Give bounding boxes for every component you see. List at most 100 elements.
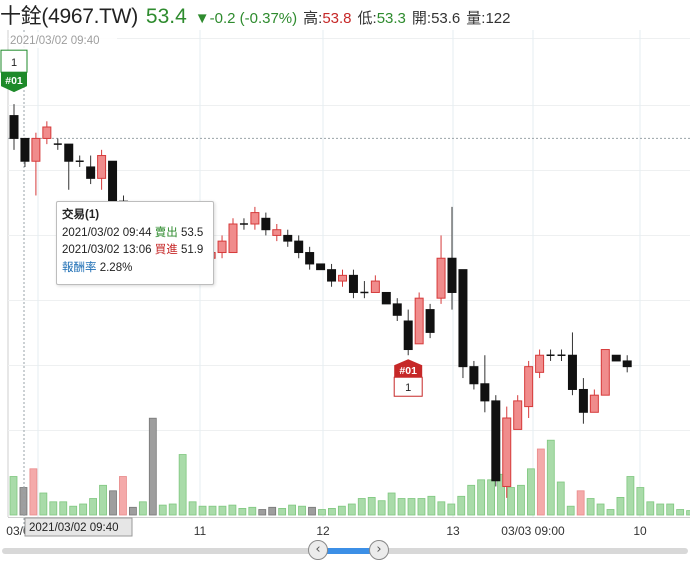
candle-body — [392, 303, 402, 316]
volume-bars — [9, 417, 690, 516]
volume-bar — [656, 503, 665, 516]
candle-body — [578, 388, 588, 413]
volume-bar — [497, 473, 505, 516]
volume-bar — [487, 479, 496, 516]
tooltip-sell-label: 賣出 — [154, 226, 178, 239]
volume-bar — [278, 507, 287, 516]
candle-body — [338, 274, 347, 282]
volume-bar — [467, 484, 476, 516]
volume-bar — [178, 454, 187, 516]
tooltip-sell-price: 53.5 — [180, 226, 204, 239]
volume-bar — [99, 484, 107, 516]
crosshair-time-text: 2021/03/02 09:40 — [10, 35, 100, 47]
volume-bar — [248, 506, 257, 516]
candle-body — [567, 354, 577, 390]
volume-bar — [9, 476, 18, 516]
volume-bar — [347, 503, 356, 516]
volume-bar — [218, 505, 227, 516]
x-tick-label: 11 — [194, 524, 207, 538]
volume-bar — [109, 490, 117, 516]
volume-bar — [626, 476, 635, 516]
sell-marker[interactable]: 1 #01 — [0, 49, 28, 93]
candle-body — [403, 320, 413, 351]
volume-bar — [198, 505, 207, 516]
volume-bar — [327, 507, 336, 516]
candle-body — [31, 137, 41, 162]
candle-body — [447, 257, 457, 293]
volume-bar — [128, 506, 137, 516]
candle-body — [381, 291, 391, 305]
candle-body — [316, 263, 326, 271]
candle-body — [294, 240, 304, 254]
candle-body — [524, 366, 534, 408]
trade-markers[interactable]: 1#01 #011 — [0, 49, 423, 397]
volume-bar — [397, 498, 406, 516]
volume-bar — [576, 490, 585, 516]
buy-marker[interactable]: #011 — [393, 359, 423, 397]
low-label: 低: — [357, 10, 377, 27]
volume-bar — [318, 509, 326, 516]
volume-bar — [536, 448, 545, 516]
volume-bar — [517, 484, 525, 516]
candle-body — [348, 274, 358, 293]
x-tick-label: 12 — [316, 524, 330, 538]
price-change: ▼-0.2 (-0.37%) — [194, 10, 298, 27]
volume-bar — [546, 439, 555, 516]
volume-bar — [646, 501, 655, 516]
high-value: 53.8 — [322, 10, 352, 27]
candle-body — [535, 354, 545, 373]
volume-bar — [208, 505, 217, 516]
marker-id: #01 — [5, 75, 23, 87]
volume-bar — [158, 504, 167, 516]
crosshair-x-text: 2021/03/02 09:40 — [29, 522, 119, 534]
volume-bar — [119, 476, 127, 516]
volume-bar — [556, 481, 565, 516]
range-scrollbar[interactable]: ‹ › — [0, 540, 690, 560]
candle-body — [600, 349, 610, 396]
volume-bar — [407, 498, 416, 516]
volume-bar — [586, 498, 595, 516]
volume-bar — [298, 505, 306, 516]
candle-body — [469, 366, 479, 385]
crosshair-x-label: 2021/03/02 09:40 — [24, 517, 133, 537]
candle-body — [622, 360, 632, 368]
marker-count-box — [393, 376, 423, 397]
x-tick-label: 03/03 09:00 — [501, 524, 565, 538]
candlestick-chart[interactable]: 1#01#011 03/02 09:3311121303/03 09:0010 … — [0, 30, 690, 545]
volume-bar — [148, 417, 157, 516]
candle-body — [458, 269, 468, 368]
high-label: 高: — [303, 10, 323, 27]
candle-body — [611, 354, 621, 362]
candle-body — [480, 383, 490, 402]
tooltip-return-value: 2.28% — [99, 261, 133, 274]
tooltip-sell-time: 2021/03/02 09:44 — [62, 226, 152, 239]
volume-bar — [377, 500, 386, 516]
tooltip-title: 交易(1) — [62, 209, 100, 221]
volume-bar — [417, 498, 426, 516]
candle-body — [97, 155, 107, 179]
chevron-right-icon[interactable]: › — [369, 540, 389, 560]
volume-bar — [308, 506, 316, 516]
volume-bar — [258, 509, 267, 516]
volume-bar — [606, 509, 615, 516]
volume-bar — [357, 498, 366, 516]
candle-body — [513, 400, 523, 430]
volume-bar — [228, 504, 237, 516]
chevron-left-icon[interactable]: ‹ — [308, 540, 328, 560]
volume-bar — [457, 495, 466, 516]
scrollbar-thumb[interactable] — [320, 548, 378, 554]
low-value: 53.3 — [376, 10, 406, 27]
volume-bar — [238, 507, 247, 516]
volume-bar — [636, 487, 645, 516]
volume-bar — [168, 503, 177, 516]
x-tick-label: 13 — [446, 524, 460, 538]
volume-bar — [507, 487, 515, 516]
candle-body — [272, 229, 282, 236]
candle-body — [9, 115, 19, 139]
candle-body — [250, 212, 260, 225]
candle-body — [20, 137, 30, 162]
volume-bar — [69, 505, 78, 516]
volume-bar — [676, 509, 685, 516]
volume-value: 122 — [485, 10, 511, 27]
volume-bar — [19, 487, 28, 516]
